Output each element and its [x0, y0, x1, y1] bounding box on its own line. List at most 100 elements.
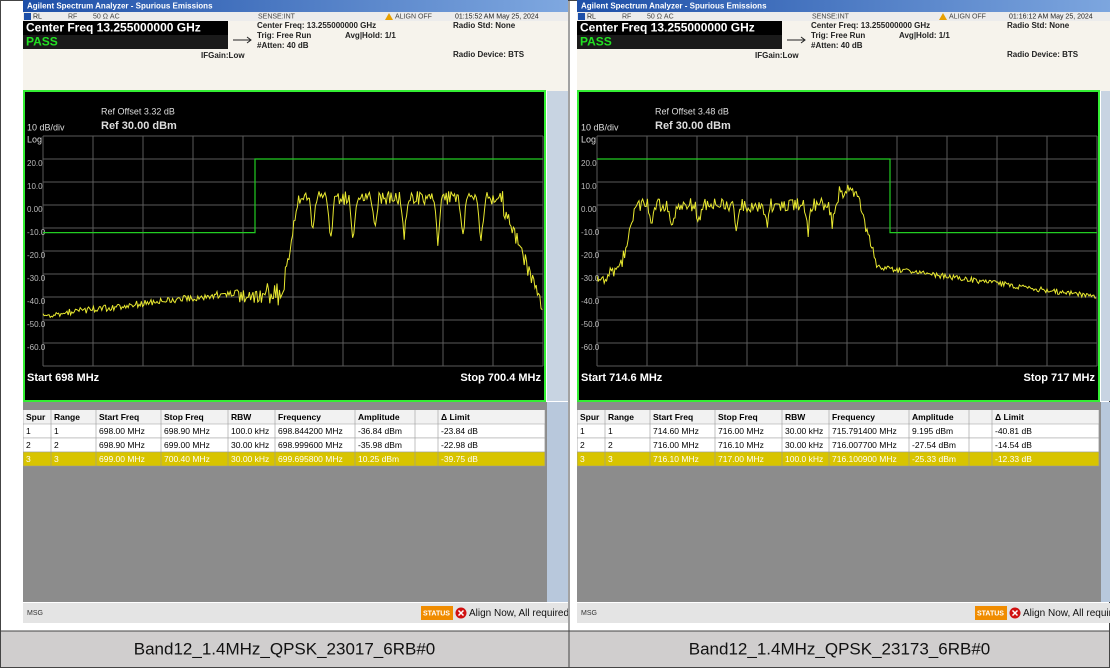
result-bar: [577, 35, 782, 49]
rl-label: RL: [33, 14, 42, 21]
table-cell: 2: [54, 440, 59, 450]
panel: Agilent Spectrum Analyzer - Spurious Emi…: [577, 0, 1110, 658]
y-label: -10.0: [27, 228, 46, 237]
msg-label: MSG: [581, 610, 597, 617]
table-header: Spur: [26, 412, 46, 422]
ref-level: Ref 30.00 dBm: [101, 120, 177, 132]
sense-label: SENSE:INT: [258, 14, 296, 21]
table-header: Amplitude: [912, 412, 954, 422]
y-label: -60.0: [581, 343, 600, 352]
align-label: ALIGN OFF: [949, 14, 986, 21]
setting: Trig: Free Run: [811, 31, 865, 40]
setting: Trig: Free Run: [257, 31, 311, 40]
table-cell: 715.791400 MHz: [832, 426, 897, 436]
result-bar: [23, 35, 228, 49]
if-gain: IFGain:Low: [201, 51, 245, 60]
status-message: Align Now, All required: [1023, 608, 1110, 619]
table-cell: 30.00 kHz: [785, 426, 823, 436]
table-cell: -35.98 dBm: [358, 440, 402, 450]
y-label: -20.0: [581, 251, 600, 260]
table-cell: 3: [608, 454, 613, 464]
timestamp: 01:16:12 AM May 25, 2024: [1009, 14, 1093, 21]
table-header-bg: [23, 410, 545, 424]
table-cell: 700.40 MHz: [164, 454, 210, 464]
table-scrollbar: [547, 402, 568, 602]
side-strip: [1101, 91, 1110, 401]
table-cell: 30.00 kHz: [785, 440, 823, 450]
table-header-bg: [577, 410, 1099, 424]
y-label: -40.0: [581, 297, 600, 306]
table-header: Stop Freq: [718, 412, 758, 422]
table-cell: 716.007700 MHz: [832, 440, 897, 450]
y-label: 0.00: [581, 205, 597, 214]
xi-icon: [578, 13, 585, 20]
table-header: Δ Limit: [995, 412, 1024, 422]
graph-area: [23, 90, 546, 402]
setting: #Atten: 40 dB: [257, 41, 309, 50]
table-cell: 30.00 kHz: [231, 440, 269, 450]
table-cell: 698.90 MHz: [99, 440, 145, 450]
table-cell: 698.00 MHz: [99, 426, 145, 436]
radio-std: Radio Std: None: [1007, 21, 1070, 30]
align-label: ALIGN OFF: [395, 14, 432, 21]
table-header: Frequency: [832, 412, 875, 422]
radio-std: Radio Std: None: [453, 21, 516, 30]
table-header: Δ Limit: [441, 412, 470, 422]
table-cell: 30.00 kHz: [231, 454, 269, 464]
status-label: STATUS: [423, 610, 450, 617]
start-freq: Start 698 MHz: [27, 372, 100, 384]
stop-freq: Stop 717 MHz: [1023, 372, 1095, 384]
table-header: RBW: [231, 412, 252, 422]
table-cell: -40.81 dB: [995, 426, 1032, 436]
table-cell: -27.54 dBm: [912, 440, 956, 450]
graph-area: [577, 90, 1100, 402]
table-header: Stop Freq: [164, 412, 204, 422]
radio-device: Radio Device: BTS: [453, 50, 525, 59]
xi-icon: [24, 13, 31, 20]
table-cell: 100.0 kHz: [231, 426, 269, 436]
table-cell: 698.844200 MHz: [278, 426, 343, 436]
y-label: -60.0: [27, 343, 46, 352]
table-cell: 3: [54, 454, 59, 464]
center-freq-bar: [577, 21, 782, 35]
table-cell: 699.695800 MHz: [278, 454, 343, 464]
y-label: -20.0: [27, 251, 46, 260]
center-freq: Center Freq 13.255000000 GHz: [26, 21, 201, 35]
window-title: Agilent Spectrum Analyzer - Spurious Emi…: [581, 2, 767, 11]
table-header: Range: [608, 412, 634, 422]
status-row: [23, 12, 568, 21]
error-cross: [457, 609, 465, 617]
table-header: Start Freq: [653, 412, 693, 422]
table-cell: 1: [54, 426, 59, 436]
table-cell: -36.84 dBm: [358, 426, 402, 436]
window-title: Agilent Spectrum Analyzer - Spurious Emi…: [27, 2, 213, 11]
table-cell: 714.60 MHz: [653, 426, 699, 436]
table-cell: 9.195 dBm: [912, 426, 953, 436]
table-cell: 716.10 MHz: [718, 440, 764, 450]
timestamp: 01:15:52 AM May 25, 2024: [455, 14, 539, 21]
result: PASS: [580, 35, 612, 49]
y-label: -50.0: [581, 320, 600, 329]
status-label: STATUS: [977, 610, 1004, 617]
analyzer-screen: Agilent Spectrum Analyzer - Spurious Emi…: [23, 0, 568, 623]
y-label: 20.0: [27, 159, 43, 168]
table-cell: 699.00 MHz: [99, 454, 145, 464]
title-bar: [577, 0, 1110, 12]
table-cell: 1: [26, 426, 31, 436]
caption-row: [0, 631, 1110, 668]
table-cell: 2: [26, 440, 31, 450]
limit-line: [597, 158, 1097, 234]
if-gain: IFGain:Low: [755, 51, 799, 60]
rl-label: RL: [587, 14, 596, 21]
table-cell: 716.100900 MHz: [832, 454, 897, 464]
side-strip: [547, 91, 568, 401]
trigger-arrow: [233, 36, 252, 44]
table-cell: 698.999600 MHz: [278, 440, 343, 450]
table-cell: 10.25 dBm: [358, 454, 399, 464]
start-freq: Start 714.6 MHz: [581, 372, 663, 384]
table-scrollbar: [1101, 402, 1110, 602]
analyzer-screen: Agilent Spectrum Analyzer - Spurious Emi…: [577, 0, 1110, 623]
scale: 10 dB/div: [581, 122, 619, 132]
table-cell: -25.33 dBm: [912, 454, 956, 464]
table-cell: 1: [580, 426, 585, 436]
